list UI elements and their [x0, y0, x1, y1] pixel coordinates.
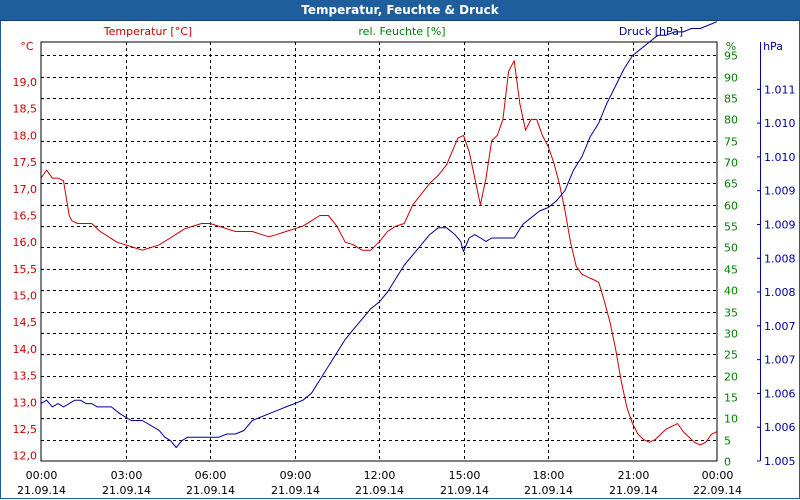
pressure-tick-label: 1.009 — [764, 218, 796, 231]
temperature-tick-label: 16,0 — [13, 236, 38, 249]
humidity-tick-label: 35 — [724, 307, 738, 320]
x-tick-time: 00:00 — [26, 469, 58, 482]
title-bar: Temperatur, Feuchte & Druck — [0, 0, 800, 21]
temperature-tick-label: 15,0 — [13, 290, 38, 303]
pressure-tick-label: 1.007 — [764, 354, 796, 367]
x-tick-time: 18:00 — [533, 469, 565, 482]
x-tick-time: 09:00 — [280, 469, 312, 482]
pressure-tick-label: 1.009 — [764, 185, 796, 198]
x-tick-time: 12:00 — [364, 469, 396, 482]
humidity-tick-label: 0 — [724, 456, 731, 469]
temperature-tick-label: 18,5 — [13, 103, 38, 116]
humidity-tick-label: 85 — [724, 93, 738, 106]
temperature-tick-label: 15,5 — [13, 263, 38, 276]
x-tick-date: 21.09.14 — [440, 484, 489, 497]
humidity-tick-label: 70 — [724, 157, 738, 170]
x-tick-date: 21.09.14 — [102, 484, 151, 497]
temperature-series-line — [40, 60, 718, 446]
temperature-axis-label: Temperatur [°C] — [103, 25, 192, 38]
humidity-tick-label: 20 — [724, 371, 738, 384]
humidity-tick-label: 65 — [724, 178, 738, 191]
pressure-unit-label: hPa — [763, 40, 783, 53]
pressure-tick-label: 1.011 — [764, 83, 796, 96]
x-tick-date: 21.09.14 — [186, 484, 235, 497]
humidity-tick-label: 95 — [724, 50, 738, 63]
pressure-tick-label: 1.010 — [764, 117, 796, 130]
humidity-tick-label: 30 — [724, 328, 738, 341]
pressure-tick-label: 1.008 — [764, 252, 796, 265]
pressure-axis-label: Druck [hPa] — [619, 25, 683, 38]
humidity-tick-label: 90 — [724, 72, 738, 85]
x-tick-time: 15:00 — [449, 469, 481, 482]
temperature-tick-label: 13,5 — [13, 370, 38, 383]
x-tick-time: 21:00 — [618, 469, 650, 482]
humidity-axis-label: rel. Feuchte [%] — [358, 25, 445, 38]
x-tick-time: 06:00 — [195, 469, 227, 482]
temperature-tick-label: 19,0 — [13, 76, 38, 89]
humidity-tick-label: 15 — [724, 392, 738, 405]
x-tick-date: 21.09.14 — [17, 484, 66, 497]
temperature-tick-label: 13,0 — [13, 396, 38, 409]
temperature-tick-label: 17,0 — [13, 183, 38, 196]
temperature-tick-label: 14,0 — [13, 343, 38, 356]
temperature-tick-label: 16,5 — [13, 209, 38, 222]
x-tick-date: 21.09.14 — [524, 484, 573, 497]
temperature-tick-label: 12,5 — [13, 423, 38, 436]
humidity-tick-label: 55 — [724, 221, 738, 234]
humidity-tick-label: 80 — [724, 114, 738, 127]
series — [40, 21, 718, 448]
humidity-unit-label: % — [726, 40, 736, 53]
pressure-tick-label: 1.007 — [764, 320, 796, 333]
temperature-unit-label: °C — [20, 40, 34, 53]
axis-labels: °C Temperatur [°C] rel. Feuchte [%] % Dr… — [20, 25, 783, 53]
pressure-tick-label: 1.010 — [764, 151, 796, 164]
axes: 00:00 21.09.14 03:00 21.09.14 06:00 21.09.14 0… — [13, 42, 796, 497]
humidity-tick-label: 50 — [724, 242, 738, 255]
humidity-tick-label: 5 — [724, 435, 731, 448]
x-tick-date: 22.09.14 — [693, 484, 742, 497]
x-tick-date: 21.09.14 — [271, 484, 320, 497]
humidity-tick-label: 75 — [724, 136, 738, 149]
temperature-tick-label: 12,0 — [13, 450, 38, 463]
humidity-tick-label: 60 — [724, 200, 738, 213]
pressure-series-line — [40, 21, 718, 448]
temperature-tick-label: 14,5 — [13, 316, 38, 329]
humidity-tick-label: 10 — [724, 413, 738, 426]
pressure-tick-label: 1.005 — [764, 455, 796, 468]
x-tick-date: 21.09.14 — [609, 484, 658, 497]
x-tick-time: 00:00 — [702, 469, 734, 482]
x-tick-date: 21.09.14 — [355, 484, 404, 497]
temperature-tick-label: 17,5 — [13, 156, 38, 169]
humidity-tick-label: 40 — [724, 285, 738, 298]
pressure-tick-label: 1.008 — [764, 286, 796, 299]
temperature-tick-label: 18,0 — [13, 129, 38, 142]
window-title: Temperatur, Feuchte & Druck — [301, 3, 499, 17]
humidity-tick-label: 25 — [724, 349, 738, 362]
pressure-tick-label: 1.006 — [764, 421, 796, 434]
humidity-tick-label: 45 — [724, 264, 738, 277]
grid — [40, 41, 718, 462]
x-tick-time: 03:00 — [111, 469, 143, 482]
pressure-tick-label: 1.006 — [764, 387, 796, 400]
